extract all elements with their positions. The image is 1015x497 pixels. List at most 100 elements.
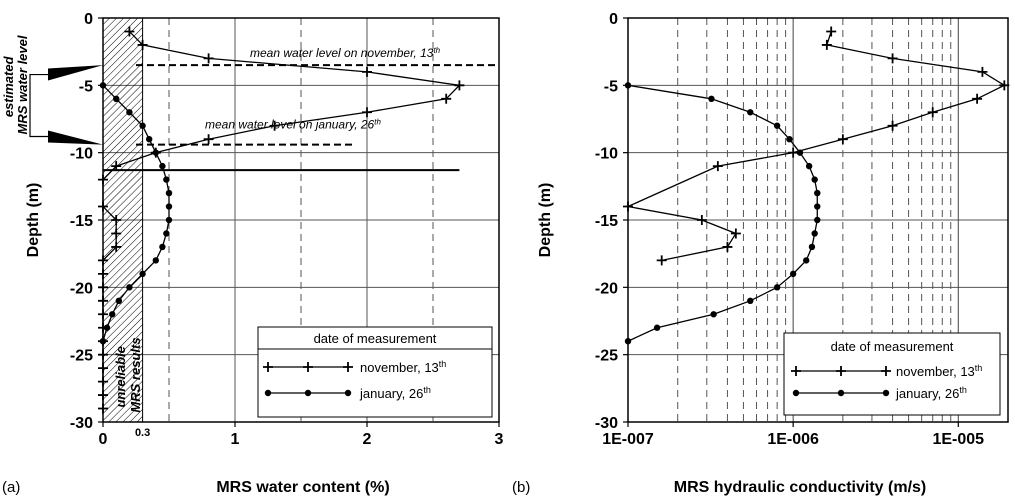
a-ytick-label: -20 [70, 280, 93, 297]
circle-marker [163, 176, 170, 183]
water-level-november-label: mean water level on november, 13th [250, 46, 441, 61]
plus-marker [972, 93, 983, 104]
panel-b-series [623, 26, 1010, 345]
plus-marker [821, 39, 832, 50]
unreliable-label: unreliable MRS results [113, 337, 143, 412]
legend-plus-marker [791, 366, 801, 376]
b-ytick-label: -30 [595, 415, 618, 432]
panel-a-ticks: 0 -5 -10 -15 -20 -25 -30 0 1 2 3 0.3 [70, 11, 504, 448]
circle-marker [165, 216, 173, 224]
plus-marker [837, 134, 848, 145]
a-ytick-label: -25 [70, 348, 93, 365]
circle-marker [109, 311, 116, 318]
circle-marker [747, 297, 754, 304]
legend-circle-marker [837, 389, 845, 397]
a-xtick-label: 3 [495, 431, 504, 448]
circle-marker [773, 122, 781, 129]
b-ytick-label: -20 [595, 280, 618, 297]
circle-marker [139, 122, 146, 129]
legend-circle-marker [264, 389, 272, 397]
panel-b-legend: date of measurement november, 13th january… [783, 332, 1001, 416]
legend-series-label: november, 13th [360, 359, 446, 375]
circle-marker [811, 230, 818, 237]
legend-plus-marker [343, 362, 353, 372]
legend-box [257, 326, 493, 418]
circle-marker [163, 230, 170, 237]
series-line [625, 31, 1006, 262]
plus-marker [712, 161, 723, 172]
circle-marker [159, 243, 166, 251]
circle-marker [814, 203, 821, 210]
plus-marker [269, 120, 280, 131]
circle-marker [789, 270, 797, 278]
circle-marker [786, 136, 793, 143]
circle-marker [808, 243, 816, 251]
b-ytick-label: -5 [604, 78, 618, 95]
legend-plus-marker [836, 366, 846, 376]
legend-title: date of measurement [314, 331, 437, 346]
circle-marker [708, 95, 715, 103]
b-xtick-label: 1E-006 [767, 431, 819, 448]
legend-series-label: january, 26th [359, 385, 431, 401]
a-xtick-extra-label: 0.3 [135, 427, 150, 439]
circle-marker [165, 189, 173, 197]
legend-plus-marker [881, 366, 891, 376]
estimated-level-bracket [29, 73, 60, 138]
estimated-level-arrow [48, 130, 103, 145]
plus-marker [203, 134, 214, 145]
plus-marker [441, 93, 452, 104]
series-line [627, 84, 818, 342]
a-ytick-label: -10 [70, 146, 93, 163]
circle-marker [811, 176, 818, 183]
legend-circle-marker [344, 389, 352, 397]
circle-marker [103, 324, 111, 331]
estimated-label-line2: MRS water level [15, 35, 30, 134]
legend-circle-marker [304, 389, 312, 397]
circle-marker [113, 95, 120, 103]
legend-circle-marker [792, 389, 800, 397]
plus-marker [124, 26, 135, 37]
b-xtick-label: 1E-005 [932, 431, 984, 448]
a-ytick-label: -30 [70, 415, 93, 432]
estimated-label-line1: estimated [1, 55, 16, 117]
legend-box [783, 332, 1001, 416]
plus-marker [454, 80, 465, 91]
legend-plus-marker [263, 362, 273, 372]
plus-marker [111, 215, 122, 225]
circle-marker [139, 270, 146, 278]
circle-marker [126, 109, 133, 116]
plus-marker [722, 241, 733, 252]
plus-marker [696, 215, 707, 225]
b-xtick-label: 1E-007 [602, 431, 654, 448]
legend-circle-marker [882, 389, 890, 397]
panel-b-ylabel: Depth (m) [537, 183, 554, 258]
legend-title: date of measurement [831, 339, 954, 354]
circle-marker [773, 284, 781, 291]
legend-series-label: january, 26th [895, 385, 967, 401]
panel-a-ylabel: Depth (m) [25, 183, 42, 258]
plus-marker [656, 255, 667, 266]
water-levels: mean water level on november, 13th mean w… [29, 46, 499, 172]
a-ytick-label: -5 [79, 78, 93, 95]
plus-marker [826, 26, 837, 37]
circle-marker [710, 311, 717, 318]
a-xtick-label: 1 [231, 431, 240, 448]
circle-marker [159, 162, 166, 170]
unreliable-label-line1: unreliable [113, 346, 128, 407]
unreliable-label-line2: MRS results [128, 337, 143, 412]
plus-marker [362, 107, 372, 118]
plus-marker [111, 241, 122, 252]
a-xtick-label: 0 [99, 431, 108, 448]
estimated-level-label: estimated MRS water level [1, 35, 30, 134]
circle-marker [814, 216, 821, 224]
circle-marker [803, 257, 810, 264]
plus-marker [111, 228, 122, 239]
circle-marker [152, 257, 159, 264]
circle-marker [814, 189, 821, 197]
plus-marker [362, 66, 372, 77]
circle-marker [152, 149, 159, 156]
plus-marker [977, 66, 988, 77]
